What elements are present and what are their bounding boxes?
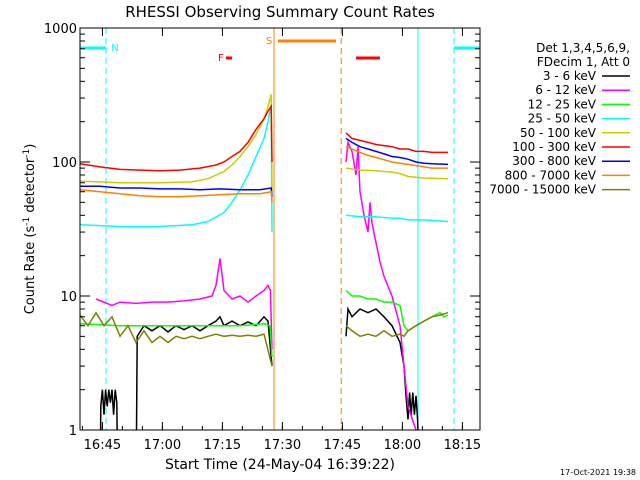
y-tick-label-2: 100 <box>52 156 77 171</box>
plot-area: N F S <box>80 28 480 430</box>
legend-header-2: FDecim 1, Att 0 <box>537 55 630 69</box>
legend-label-50-100-kev: 50 - 100 keV <box>520 126 597 140</box>
x-tick-label-5: 18:00 <box>384 438 421 453</box>
legend-label-7000-15000-kev: 7000 - 15000 keV <box>489 183 596 197</box>
plot-frame <box>79 27 481 431</box>
series-6-12-kev-post <box>345 139 417 430</box>
y-axis-label-part-2: detector <box>23 157 38 217</box>
y-axis-label-sup-2: -1 <box>22 149 32 158</box>
chart-title: RHESSI Observing Summary Count Rates <box>125 3 435 21</box>
series-800-7000-kev-post <box>345 145 448 169</box>
legend-label-25-50-kev: 25 - 50 keV <box>528 112 597 126</box>
series-7000-15000-kev-pre <box>80 311 273 367</box>
legend-label-12-25-kev: 12 - 25 keV <box>528 97 597 111</box>
x-tick-label-6: 18:15 <box>444 438 481 453</box>
flare-flag-label: F <box>218 53 224 64</box>
legend-label-300-800-kev: 300 - 800 keV <box>512 154 596 168</box>
legend-label-100-300-kev: 100 - 300 keV <box>512 140 596 154</box>
x-axis-label: Start Time (24-May-04 16:39:22) <box>165 457 395 473</box>
footer-date: 17-Oct-2021 19:38 <box>560 468 636 477</box>
series-50-100-kev-pre <box>80 94 273 192</box>
x-tick-label-2: 17:15 <box>204 438 241 453</box>
series-300-800-kev-pre <box>80 185 273 197</box>
x-tick-label-4: 17:45 <box>324 438 361 453</box>
y-tick-label-1: 10 <box>60 290 77 305</box>
legend-label-6-12-kev: 6 - 12 keV <box>535 83 597 97</box>
legend: Det 1,3,4,5,6,9, FDecim 1, Att 0 3 - 6 k… <box>489 41 630 197</box>
x-tick-label-3: 17:30 <box>264 438 301 453</box>
series-300-800-kev-post <box>345 137 449 166</box>
series-50-100-kev-post <box>345 167 449 180</box>
y-axis-label-part-3: ) <box>23 144 38 149</box>
y-axis: 1 10 100 1000 <box>44 22 480 439</box>
saa-flag-label: S <box>266 36 272 47</box>
y-tick-label-3: 1000 <box>44 22 77 37</box>
series-6-12-kev-pre <box>95 258 273 350</box>
legend-header-1: Det 1,3,4,5,6,9, <box>536 41 630 55</box>
y-axis-label: Count Rate (s-1 detector-1) <box>22 144 38 315</box>
series-25-50-kev-post <box>345 214 449 223</box>
series-100-300-kev-post <box>345 132 448 154</box>
x-tick-label-0: 16:45 <box>84 438 121 453</box>
y-axis-label-sup-1: -1 <box>22 217 32 226</box>
plot-inner <box>80 28 480 430</box>
legend-label-3-6-kev: 3 - 6 keV <box>543 69 597 83</box>
series-7000-15000-kev-post <box>345 311 449 338</box>
x-axis: 16:45 17:00 17:15 17:30 17:45 18:00 18:15 <box>81 28 481 453</box>
legend-label-800-7000-kev: 800 - 7000 keV <box>505 168 597 182</box>
y-tick-label-0: 1 <box>69 424 77 439</box>
series-12-25-kev-pre <box>80 323 273 358</box>
night-flag-label: N <box>111 43 118 54</box>
series-100-300-kev-pre <box>80 104 273 172</box>
y-axis-label-part-1: Count Rate (s <box>23 226 38 315</box>
x-tick-label-1: 17:00 <box>144 438 181 453</box>
series-25-50-kev-pre <box>80 104 273 233</box>
series-800-7000-kev-pre <box>80 189 273 203</box>
series-3-6-kev-pre <box>99 315 273 430</box>
series-12-25-kev-post <box>345 289 449 332</box>
